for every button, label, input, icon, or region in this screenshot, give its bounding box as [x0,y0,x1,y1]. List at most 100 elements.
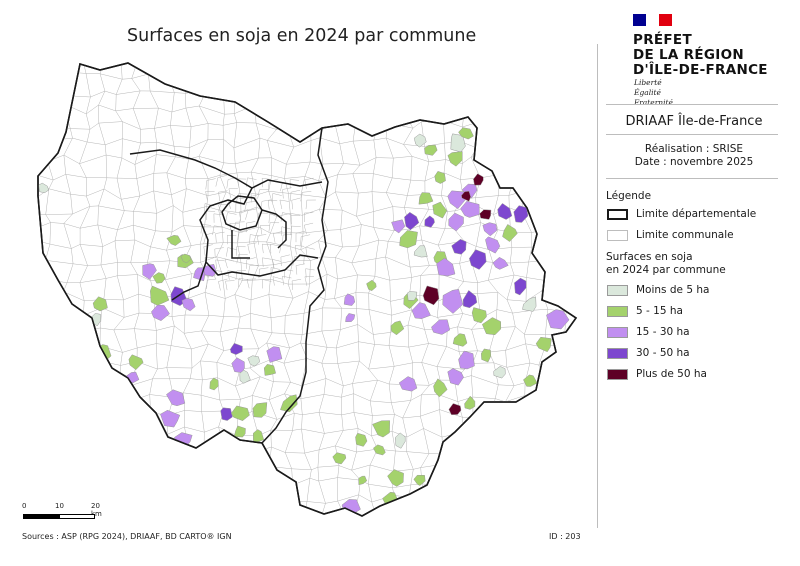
soja-commune [413,245,428,258]
legend-subtitle-line: Surfaces en soja [606,251,693,263]
soja-commune [166,235,182,246]
soja-commune [231,405,250,421]
soja-commune [399,230,418,249]
soja-commune [411,302,431,319]
map-title: Surfaces en soja en 2024 par commune [127,26,477,46]
soja-commune [413,474,426,486]
republique-motto: Liberté Égalité Fraternité [634,78,673,108]
soja-commune [372,420,390,438]
legend-classes: Moins de 5 ha 5 - 15 ha 15 - 30 ha 30 - 50 … [606,283,726,388]
soja-commune [492,256,509,270]
soja-commune [203,264,217,277]
legend-item-class: 5 - 15 ha [606,304,726,325]
class-swatch [607,306,628,317]
departement-swatch [607,209,628,220]
soja-commune [92,296,108,312]
legend-label: Limite communale [636,229,734,241]
soja-commune [460,200,480,218]
soja-commune [471,307,487,324]
legend-title: Légende [606,190,652,202]
soja-commune [343,293,356,306]
realisation-block: Réalisation : SRISE Date : novembre 2025 [598,143,790,169]
soja-commune [447,368,464,386]
soja-commune [180,253,192,264]
soja-commune [434,171,446,184]
soja-commune [497,203,513,220]
motto-fraternite: Fraternité [634,98,673,107]
prefet-line-1: PRÉFET [633,32,692,48]
class-swatch [607,327,628,338]
soja-commune [436,257,456,277]
soja-commune [418,192,434,205]
soja-commune [266,346,283,363]
soja-commune [390,320,405,336]
soja-commune [152,272,166,284]
soja-commune [442,289,464,314]
legend-item-class: Plus de 50 ha [606,367,726,388]
legend-item-class: 30 - 50 ha [606,346,726,367]
soja-commune [160,409,181,428]
sources-label: Sources : ASP (RPG 2024), DRIAAF, BD CAR… [22,532,232,541]
soja-commune [433,378,448,398]
soja-commune [469,249,487,270]
legend-item-commune: Limite communale [606,228,734,249]
legend: Légende Limite départementale Limite com… [606,190,756,388]
soja-commune [345,313,356,323]
soja-commune [481,317,502,336]
soja-commune [151,304,170,321]
separator-top [606,104,778,105]
prefet-line-2: DE LA RÉGION [633,47,744,63]
soja-commune [462,290,478,309]
soja-commune [502,224,518,242]
realisation-label: Réalisation : SRISE [644,143,744,155]
soja-commune [233,425,246,438]
scale-segment [59,514,95,519]
soja-commune [332,452,347,465]
soja-commune [424,144,438,156]
soja-commune [247,355,260,367]
soja-commune [142,263,157,280]
soja-commune [485,236,501,254]
map-id: ID : 203 [549,532,581,541]
republique-flag [633,14,672,26]
prefet-title: PRÉFET DE LA RÉGION D'ÎLE-DE-FRANCE [633,33,768,78]
soja-commune [366,279,377,291]
legend-item-departement: Limite départementale [606,207,756,228]
soja-commune [448,403,462,415]
legend-label: 5 - 15 ha [636,305,683,317]
soja-commune [422,285,440,306]
soja-commune [387,469,404,487]
date-label: Date : novembre 2025 [634,156,754,168]
soja-commune [252,402,268,418]
legend-item-class: 15 - 30 ha [606,325,726,346]
legend-label: 15 - 30 ha [636,326,690,338]
scale-tick: 20 km [91,502,102,518]
soja-commune [373,444,386,456]
soja-commune [458,350,475,370]
scale-tick: 0 [22,502,27,510]
separator-middle [606,134,778,135]
legend-item-class: Moins de 5 ha [606,283,726,304]
soja-commune [479,209,492,220]
legend-label: 30 - 50 ha [636,347,690,359]
soja-commune [432,201,448,219]
legend-label: Limite départementale [636,208,757,220]
motto-egalite: Égalité [634,88,661,97]
soja-commune [473,173,484,186]
soja-commune [239,369,251,384]
scale-tick: 10 [55,502,64,510]
legend-subtitle-line: en 2024 par commune [606,264,726,276]
soja-commune [413,133,427,148]
soja-commune [263,364,277,376]
soja-commune [431,319,451,335]
soja-commune [424,215,435,228]
soja-commune [461,191,471,202]
soja-commune [481,348,492,363]
soja-commune [535,336,552,353]
soja-commune [514,277,527,296]
soja-commune [522,296,537,312]
soja-commune [391,219,406,234]
soja-commune [220,407,233,421]
soja-commune [280,394,298,413]
